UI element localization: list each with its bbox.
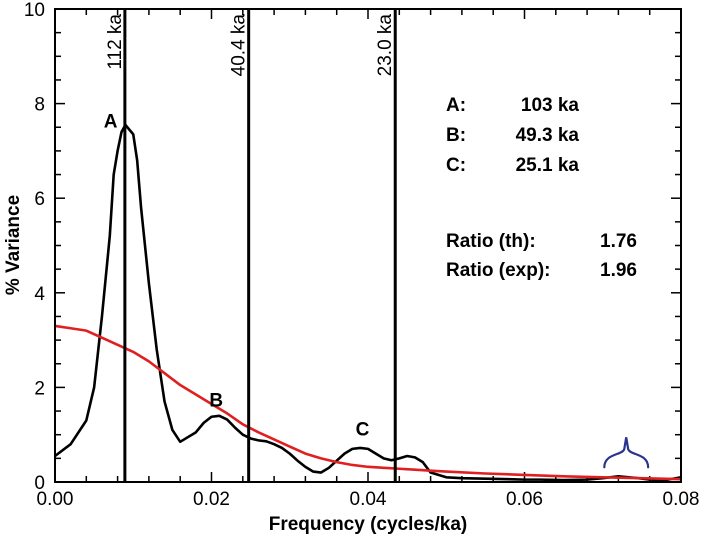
background-spectrum-line bbox=[54, 324, 682, 481]
plot-frame bbox=[54, 8, 682, 483]
y-tick-label: 10 bbox=[24, 0, 45, 21]
y-tick-label: 0 bbox=[34, 473, 45, 494]
periods-legend: A: 103 ka B: 49.3 ka C: 25.1 ka bbox=[446, 95, 579, 176]
period-reference-label: 23.0 ka bbox=[375, 14, 396, 77]
x-axis-title: Frequency (cycles/ka) bbox=[269, 514, 468, 535]
series-layer bbox=[54, 123, 682, 482]
x-tick-label: 0.04 bbox=[350, 489, 387, 510]
peak-label: A bbox=[104, 111, 118, 132]
period-b-value: 49.3 ka bbox=[516, 125, 580, 146]
y-tick-label: 4 bbox=[34, 284, 45, 305]
period-a-label: A: bbox=[446, 95, 466, 116]
period-b-label: B: bbox=[446, 125, 466, 146]
ratio-exp-label: Ratio (exp): bbox=[446, 260, 551, 281]
tick-labels: 0.00 0.02 0.04 0.06 0.08 0 2 4 6 8 10 112 ka 40.4 ka… bbox=[24, 0, 700, 510]
x-tick-label: 0.02 bbox=[193, 489, 230, 510]
x-tick-label: 0.06 bbox=[506, 489, 543, 510]
y-tick-label: 6 bbox=[34, 189, 45, 210]
period-a-value: 103 ka bbox=[521, 95, 580, 116]
ratios-legend: Ratio (th): 1.76 Ratio (exp): 1.96 bbox=[446, 231, 637, 281]
y-axis-title: % Variance bbox=[3, 195, 24, 295]
ratio-th-value: 1.76 bbox=[600, 231, 637, 252]
spectrum-line bbox=[54, 123, 682, 482]
curly-bracket-annotation bbox=[603, 437, 650, 469]
axis-ticks bbox=[54, 8, 682, 483]
period-reference-lines bbox=[123, 9, 397, 482]
peak-label: C bbox=[356, 420, 370, 441]
x-tick-label: 0.08 bbox=[663, 489, 700, 510]
ratio-th-label: Ratio (th): bbox=[446, 231, 536, 252]
period-c-label: C: bbox=[446, 155, 466, 176]
y-tick-label: 8 bbox=[34, 95, 45, 116]
period-reference-label: 112 ka bbox=[105, 14, 126, 70]
period-reference-label: 40.4 ka bbox=[229, 14, 250, 77]
period-c-value: 25.1 ka bbox=[516, 155, 580, 176]
y-tick-label: 2 bbox=[34, 378, 45, 399]
ratio-exp-value: 1.96 bbox=[600, 260, 637, 281]
x-tick-label: 0.00 bbox=[37, 489, 74, 510]
peak-label: B bbox=[209, 390, 223, 411]
